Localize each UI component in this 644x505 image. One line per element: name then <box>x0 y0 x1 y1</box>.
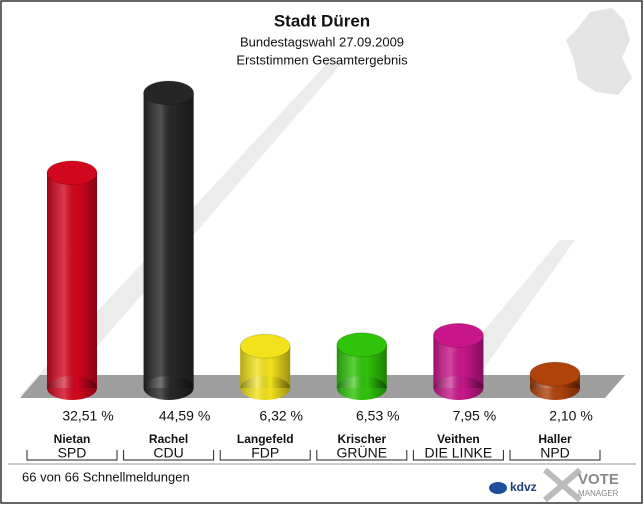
x-tick-label: SPD <box>58 445 87 461</box>
bar-bottom-shade <box>336 376 387 400</box>
bar-shade <box>143 93 194 388</box>
candidate-label: Langefeld <box>237 432 294 446</box>
x-tick-label: FDP <box>251 445 279 461</box>
category-bracket <box>509 450 601 461</box>
category-bracket <box>219 450 311 461</box>
x-tick-label: DIE LINKE <box>425 445 493 461</box>
category-bracket <box>316 450 408 461</box>
bar-top <box>239 333 291 359</box>
chart-title: Stadt Düren <box>274 11 370 30</box>
chart-subtitle: Bundestagswahl 27.09.2009 <box>240 34 404 49</box>
bar-bottom-shade <box>143 376 194 400</box>
x-tick-label: GRÜNE <box>337 444 388 461</box>
category-bracket <box>26 450 118 461</box>
logo-x <box>543 467 582 503</box>
value-label: 6,32 % <box>259 408 303 424</box>
category-bracket <box>123 450 215 461</box>
candidate-label: Rachel <box>149 432 188 446</box>
x-tick-label: CDU <box>153 445 183 461</box>
candidate-label: Krischer <box>337 432 386 446</box>
bar-top <box>46 160 98 186</box>
logo: kdvz <box>510 480 537 494</box>
value-label: 2,10 % <box>549 408 593 424</box>
logo-mark <box>489 482 507 494</box>
candidate-label: Haller <box>538 432 572 446</box>
value-label: 44,59 % <box>159 408 210 424</box>
bar-bottom-shade <box>47 376 97 400</box>
bar-bottom-shade <box>433 376 484 400</box>
chart-subtitle: Erststimmen Gesamtergebnis <box>236 52 408 67</box>
candidate-label: Nietan <box>54 432 91 446</box>
category-bracket <box>412 450 504 461</box>
value-label: 7,95 % <box>453 408 497 424</box>
bar-top <box>432 322 484 348</box>
bar-bottom-shade <box>240 376 291 400</box>
logo: MANAGER <box>578 489 619 498</box>
map-outline <box>566 8 632 95</box>
value-label: 6,53 % <box>356 408 400 424</box>
value-label: 32,51 % <box>62 408 113 424</box>
bar-top <box>529 361 581 387</box>
bar-shade <box>47 172 97 388</box>
logo: VOTE <box>578 471 619 488</box>
bar-top <box>336 332 388 358</box>
bar-top <box>143 80 195 106</box>
candidate-label: Veithen <box>437 432 480 446</box>
x-tick-label: NPD <box>540 445 570 461</box>
footer: 66 von 66 Schnellmeldungen <box>22 469 190 484</box>
